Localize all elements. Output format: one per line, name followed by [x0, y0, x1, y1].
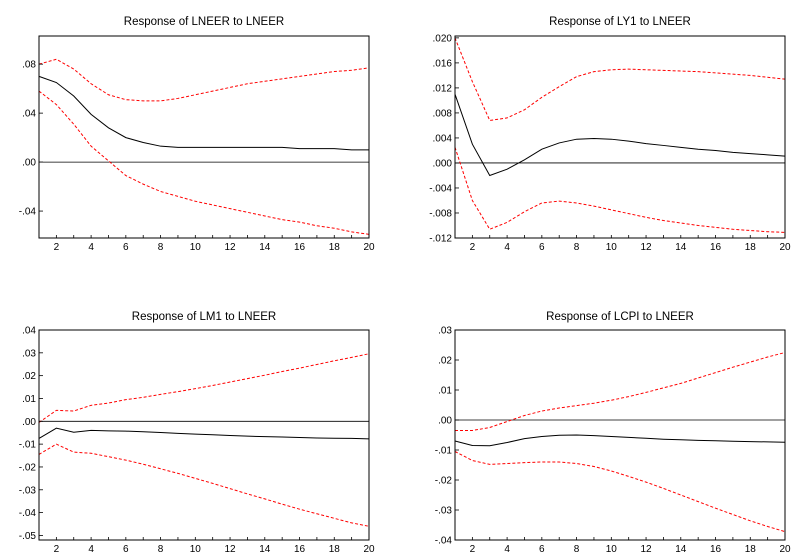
x-tick-label: 8 [158, 242, 164, 253]
upper-band-line [455, 352, 786, 431]
response-line [454, 93, 786, 177]
x-tick-label: 8 [574, 544, 580, 553]
y-tick-label: .01 [438, 386, 452, 397]
chart-title: Response of LM1 to LNEER [132, 311, 276, 323]
y-tick-label: .03 [22, 348, 36, 359]
y-tick-label: -.04 [435, 536, 453, 547]
x-tick-label: 6 [123, 544, 129, 553]
x-tick-label: 8 [158, 544, 164, 553]
y-tick-label: -.008 [429, 208, 452, 219]
plot-frame [454, 35, 786, 239]
y-tick-label: .016 [433, 58, 453, 69]
x-tick-label: 20 [779, 544, 791, 553]
x-tick-label: 10 [190, 242, 202, 253]
x-tick-label: 2 [54, 242, 60, 253]
x-tick-label: 4 [504, 242, 510, 253]
y-tick-label: .00 [438, 416, 452, 427]
panel-lneer-to-lneer: Response of LNEER to LNEER .08 .04 .00 -.04… [19, 16, 375, 253]
x-tick-label: 4 [88, 544, 94, 553]
x-tick-label: 2 [54, 544, 60, 553]
y-tick-label: .008 [433, 108, 453, 119]
response-line [38, 427, 370, 440]
x-tick-label: 14 [259, 544, 271, 553]
plot-frame [454, 329, 786, 541]
x-tick-label: 10 [606, 242, 618, 253]
y-tick-label: .03 [438, 326, 452, 337]
y-tick-label: -.05 [19, 531, 37, 542]
x-tick-label: 14 [675, 242, 687, 253]
y-tick-label: -.04 [19, 207, 37, 218]
upper-band-line [38, 58, 370, 102]
x-tick-label: 10 [606, 544, 618, 553]
y-tick-label: .01 [22, 394, 36, 405]
panel-lcpi-to-lneer: Response of LCPI to LNEER .03 .02 .01 .00 -.… [435, 311, 791, 553]
x-tick-label: 6 [539, 242, 545, 253]
x-tick-label: 16 [710, 544, 722, 553]
x-tick-label: 6 [123, 242, 129, 253]
x-tick-label: 2 [470, 242, 476, 253]
x-tick-label: 2 [470, 544, 476, 553]
y-tick-label: .004 [433, 133, 453, 144]
upper-band-line [38, 353, 370, 423]
y-tick-label: -.02 [435, 476, 453, 487]
y-tick-label: .02 [438, 356, 452, 367]
y-tick-label: -.04 [19, 508, 37, 519]
x-tick-label: 16 [294, 242, 306, 253]
y-tick-label: .04 [22, 109, 36, 120]
plot-frame [38, 35, 370, 239]
y-tick-label: .000 [433, 158, 453, 169]
x-tick-label: 8 [574, 242, 580, 253]
x-tick-label: 16 [294, 544, 306, 553]
response-line [38, 75, 369, 151]
x-tick-label: 6 [539, 544, 545, 553]
y-tick-label: .012 [433, 83, 453, 94]
x-tick-label: 20 [363, 242, 375, 253]
plot-frame [38, 329, 370, 541]
x-tick-label: 12 [640, 544, 652, 553]
x-tick-label: 4 [88, 242, 94, 253]
x-tick-label: 14 [675, 544, 687, 553]
upper-band-line [454, 37, 786, 121]
chart-title: Response of LCPI to LNEER [546, 311, 694, 323]
y-tick-label: -.01 [19, 440, 37, 451]
y-tick-label: .08 [22, 60, 36, 71]
x-tick-label: 18 [745, 544, 757, 553]
panel-lm1-to-lneer: Response of LM1 to LNEER .04 .03 .02 .01 .00… [19, 311, 375, 553]
y-tick-label: -.02 [19, 462, 37, 473]
x-tick-label: 18 [745, 242, 757, 253]
y-tick-label: .00 [22, 158, 36, 169]
x-tick-label: 4 [504, 544, 510, 553]
lower-band-line [38, 90, 370, 235]
x-tick-label: 12 [224, 544, 236, 553]
y-tick-label: -.012 [429, 234, 452, 245]
chart-title: Response of LY1 to LNEER [549, 16, 691, 28]
x-tick-label: 18 [329, 544, 341, 553]
y-tick-label: .020 [433, 33, 453, 44]
y-tick-label: -.03 [435, 506, 453, 517]
x-tick-label: 18 [329, 242, 341, 253]
x-tick-label: 10 [190, 544, 202, 553]
lower-band-line [454, 147, 786, 233]
x-tick-label: 16 [710, 242, 722, 253]
y-tick-label: .04 [22, 326, 36, 337]
chart-title: Response of LNEER to LNEER [124, 16, 284, 28]
x-tick-label: 20 [363, 544, 375, 553]
y-tick-label: .00 [22, 417, 36, 428]
x-tick-label: 14 [259, 242, 271, 253]
y-tick-label: -.01 [435, 446, 453, 457]
lower-band-line [38, 443, 370, 527]
y-tick-label: -.03 [19, 485, 37, 496]
x-tick-label: 20 [779, 242, 791, 253]
x-tick-label: 12 [224, 242, 236, 253]
response-line [454, 434, 786, 447]
x-tick-label: 12 [640, 242, 652, 253]
lower-band-line [454, 451, 786, 533]
y-tick-label: -.004 [429, 183, 452, 194]
panel-ly1-to-lneer: Response of LY1 to LNEER .020 .016 .012 .00… [429, 16, 791, 253]
y-tick-label: .02 [22, 371, 36, 382]
